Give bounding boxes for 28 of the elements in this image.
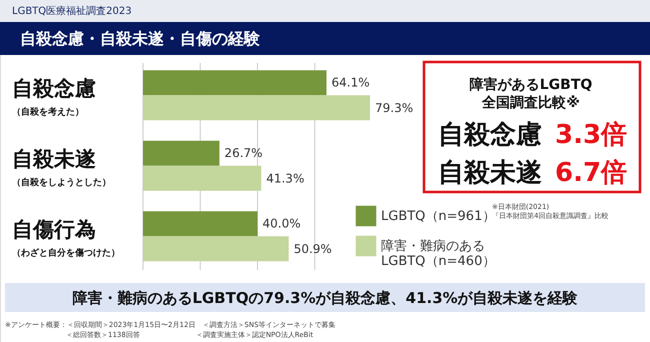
- data-label: 41.3%: [266, 171, 304, 186]
- text: （わざと自分を傷つけた）: [12, 247, 120, 258]
- legend-label: LGBTQ（n=961）: [381, 209, 496, 224]
- legend-label: 障害・難病のある LGBTQ（n=460）: [381, 238, 496, 269]
- y-tick-label: 自殺念慮: [12, 76, 96, 100]
- text: 3.3倍: [555, 120, 628, 150]
- text: 障害・難病のあるLGBTQの79.3%が自殺念慮、41.3%が自殺未遂を経験: [72, 289, 579, 307]
- text: 自殺未遂: [438, 158, 542, 188]
- y-tick-label: 自殺未遂: [12, 146, 96, 171]
- chart-title: 自殺念慮・自殺未遂・自傷の経験: [20, 29, 261, 48]
- bar: [143, 140, 220, 166]
- text: 自殺念慮: [438, 120, 542, 150]
- text: 6.7倍: [555, 158, 628, 188]
- bar: [143, 70, 326, 96]
- data-label: 26.7%: [224, 146, 263, 160]
- bar: [143, 166, 262, 191]
- bar: [143, 236, 289, 262]
- y-tick-label: 自傷行為: [12, 217, 96, 242]
- chart-subtitle: LGBTQ医療福祉調査2023: [12, 5, 132, 17]
- bar: [143, 211, 258, 236]
- text: （自殺をしようとした）: [12, 176, 111, 188]
- bar: [143, 95, 370, 120]
- text: （自殺を考えた）: [12, 106, 84, 118]
- data-label: 40.0%: [262, 216, 301, 231]
- text: 障害があるLGBTQ 全国調査比較※: [470, 76, 592, 111]
- data-label: 79.3%: [375, 100, 414, 115]
- data-label: 64.1%: [331, 76, 370, 90]
- data-label: 50.9%: [294, 242, 332, 256]
